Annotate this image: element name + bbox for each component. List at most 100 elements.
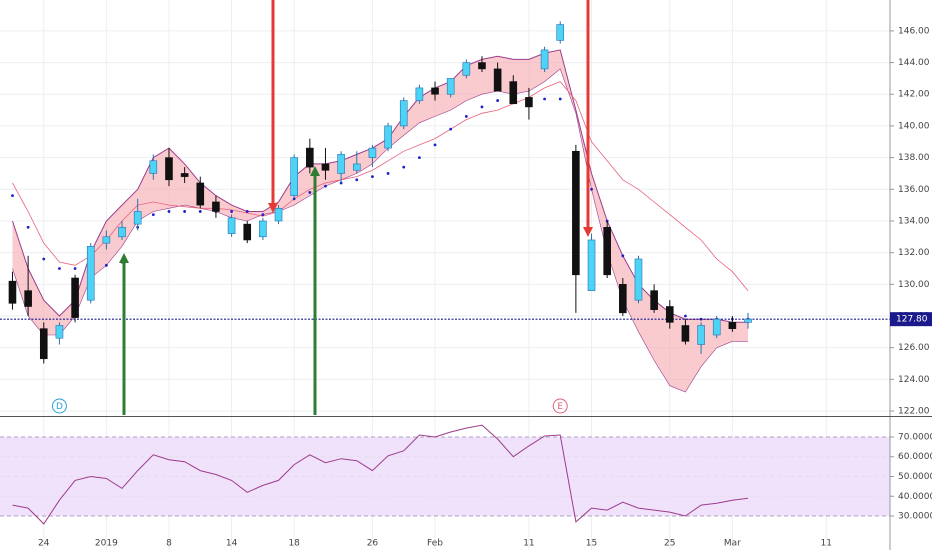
candle-body <box>619 284 627 314</box>
candle-body <box>556 24 565 41</box>
candle-body <box>290 157 298 196</box>
trail-dot <box>26 225 30 229</box>
candle-body <box>71 277 79 318</box>
x-tick-label: 15 <box>586 539 597 549</box>
y-tick-label: 142.00 <box>898 90 930 100</box>
price-label-box <box>890 312 932 327</box>
candle-body <box>525 97 533 108</box>
candle-body <box>55 325 64 339</box>
y-tick-label: 138.00 <box>898 153 930 163</box>
candle-body <box>274 207 283 222</box>
trail-dot <box>449 127 453 131</box>
trail-dot <box>261 213 265 217</box>
trail-dot <box>464 115 468 118</box>
buy-arrow-head <box>310 166 320 176</box>
trail-dot <box>433 143 437 147</box>
trail-dot <box>355 178 359 182</box>
trail-dot <box>198 210 202 213</box>
trail-dot <box>230 210 233 213</box>
candle-body <box>399 100 408 127</box>
trail-dot <box>11 194 14 198</box>
candle-body <box>196 182 205 206</box>
trail-dot <box>621 254 625 258</box>
candle-body <box>165 157 173 181</box>
candle-body <box>415 87 424 101</box>
candle-body <box>603 226 611 276</box>
trail-dot <box>73 267 77 270</box>
y-tick-label: 134.00 <box>898 216 930 226</box>
y-tick-label: 60.0000 <box>898 452 932 462</box>
x-tick-label: 2019 <box>95 539 118 549</box>
y-tick-label: 130.00 <box>898 280 930 290</box>
trail-dot <box>543 97 546 101</box>
candle-body <box>321 163 330 171</box>
candle-body <box>133 211 142 225</box>
price-label: 127.80 <box>896 315 928 325</box>
y-tick-label: 122.00 <box>898 407 930 417</box>
trail-dot <box>590 187 593 191</box>
y-tick-label: 146.00 <box>898 26 930 36</box>
candle-body <box>243 223 252 241</box>
candle-body <box>212 201 220 212</box>
y-tick-label: 50.0000 <box>898 472 932 482</box>
candle-body <box>227 217 236 234</box>
candle-body <box>352 163 361 171</box>
candle-body <box>493 68 502 92</box>
trail-dot <box>183 210 187 213</box>
candle-body <box>259 220 267 238</box>
y-tick-label: 136.00 <box>898 185 930 195</box>
x-tick-label: 11 <box>523 539 534 549</box>
candle-body <box>509 81 518 105</box>
y-tick-label: 140.00 <box>898 121 930 131</box>
trail-dot <box>558 97 562 101</box>
y-tick-label: 40.0000 <box>898 492 932 502</box>
trail-dot <box>151 213 155 217</box>
candle-body <box>572 150 580 276</box>
candle-body <box>24 290 32 307</box>
x-tick-label: 8 <box>166 539 172 549</box>
x-tick-label: 14 <box>226 539 238 549</box>
candle-body <box>337 154 345 174</box>
grid <box>0 0 890 550</box>
event-marker <box>51 398 67 414</box>
y-tick-label: 126.00 <box>898 343 930 353</box>
trail-dot <box>417 156 421 160</box>
signal-arrows <box>119 0 593 415</box>
candle-body <box>462 62 471 76</box>
sell-arrow-head <box>268 203 278 213</box>
y-tick-label: 132.00 <box>898 248 930 258</box>
event-marker-label: E <box>557 402 563 412</box>
x-tick-label: 18 <box>288 539 300 549</box>
candle-body <box>86 246 95 301</box>
candle-body <box>39 328 48 360</box>
band-upper <box>12 49 748 323</box>
candle-body <box>384 125 392 149</box>
trail-dot <box>684 314 687 318</box>
candle-body <box>180 173 189 177</box>
candle-body <box>665 306 674 323</box>
candle-body <box>306 147 314 168</box>
trail-dot <box>292 197 296 201</box>
trail-dot <box>42 257 46 261</box>
y-tick-label: 124.00 <box>898 375 930 385</box>
trail-dot <box>496 99 500 102</box>
rsi-line <box>12 424 749 525</box>
x-tick-label: 24 <box>38 539 50 549</box>
trail-dot <box>386 172 390 175</box>
candle-body <box>587 239 596 291</box>
trail-dot <box>371 175 374 179</box>
event-marker <box>552 398 568 414</box>
candle-body <box>744 318 752 323</box>
candle-body <box>8 280 17 304</box>
candle-body <box>697 325 705 345</box>
sell-arrow-head <box>583 227 593 237</box>
trail-dot <box>167 210 171 213</box>
x-tick-label: 26 <box>367 539 379 549</box>
trail-dot <box>245 210 249 213</box>
candle-body <box>446 78 455 95</box>
candle-body <box>118 226 126 238</box>
